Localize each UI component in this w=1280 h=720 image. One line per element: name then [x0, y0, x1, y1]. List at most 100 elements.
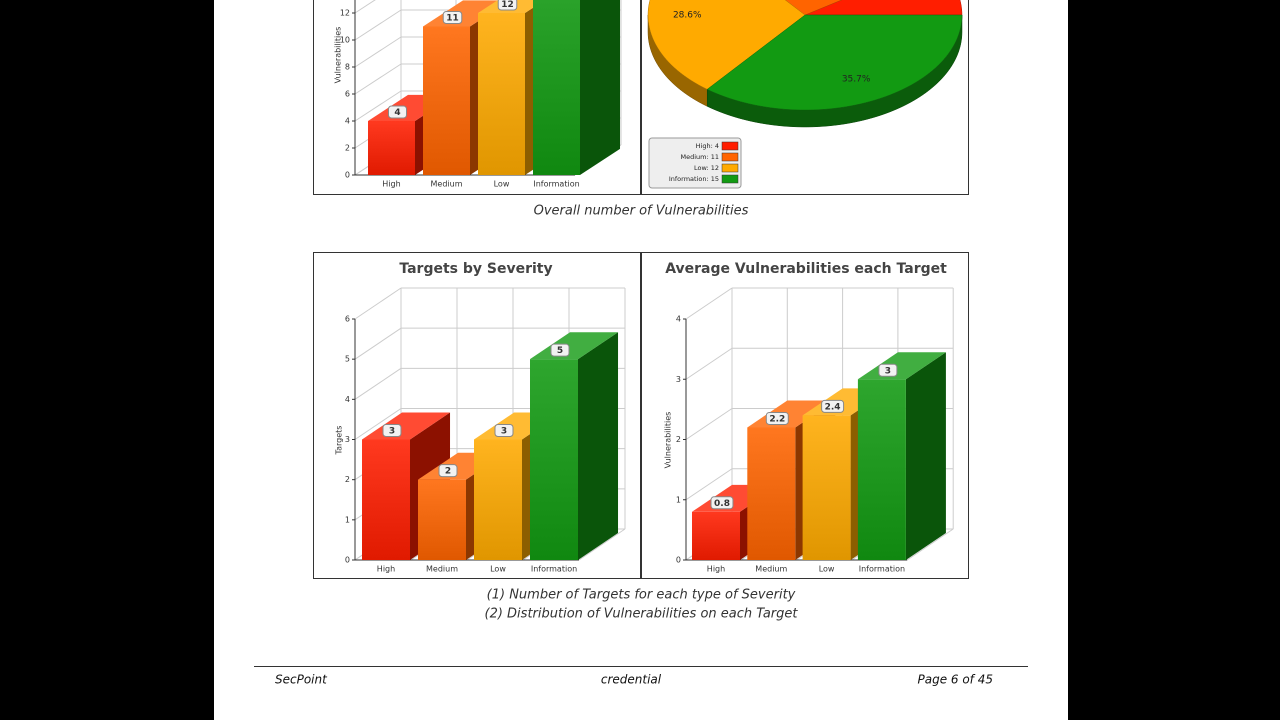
value-label-box [494, 424, 514, 437]
bar-side [578, 332, 619, 560]
bar-side [580, 0, 621, 175]
y-tick-label: 8 [345, 63, 350, 72]
bar [362, 439, 410, 560]
grid-line [354, 327, 402, 360]
x-tick-label: Medium [755, 565, 787, 574]
y-tick-label: 0 [676, 556, 681, 565]
y-tick-label: 0 [345, 171, 350, 180]
y-tick-label: 5 [345, 355, 350, 364]
y-tick-label: 1 [676, 495, 681, 504]
bar [530, 359, 578, 560]
grid-line [354, 367, 402, 400]
y-tick-label: 12 [340, 9, 350, 18]
chart-title: Average Vulnerabilities each Target [665, 261, 947, 277]
legend-box [648, 137, 742, 189]
bar-side [905, 352, 946, 560]
value-label: 5 [557, 346, 563, 356]
value-label-box [821, 399, 845, 413]
bar [802, 415, 851, 560]
y-tick-label: 2 [345, 144, 350, 153]
y-axis-label: Vulnerabilities [664, 412, 673, 469]
footer-center: credential [601, 673, 662, 687]
pie-slice [647, 0, 806, 90]
footer-right: Page 6 of 45 [917, 673, 993, 687]
value-label: 2.4 [825, 402, 841, 412]
legend-swatch [721, 163, 739, 173]
x-tick-label: High [377, 565, 395, 574]
caption: Overall number of Vulnerabilities [534, 204, 749, 219]
y-tick-label: 4 [676, 315, 681, 324]
legend-swatch [721, 152, 739, 162]
legend-swatch [721, 174, 739, 184]
grid-line [578, 528, 626, 561]
x-tick-label: Low [490, 565, 506, 574]
bar [747, 427, 796, 560]
legend-label: High: 4 [696, 142, 719, 150]
value-label: 12 [501, 0, 514, 10]
legend-label: Low: 12 [694, 164, 719, 172]
y-tick-label: 2 [676, 435, 681, 444]
bar [857, 379, 906, 560]
value-label: 0.8 [714, 499, 730, 509]
grid-line [354, 0, 376, 14]
value-label-box [550, 343, 570, 357]
bar [533, 0, 580, 175]
bar [692, 511, 740, 560]
legend-label: Medium: 11 [680, 153, 719, 161]
grid-line [354, 9, 402, 41]
y-axis-label: Vulnerabilities [334, 27, 343, 84]
pie-slice [804, 0, 963, 16]
chart-title: Targets by Severity [399, 261, 552, 277]
y-tick-label: 10 [340, 36, 350, 45]
y-tick-label: 6 [345, 315, 350, 324]
y-tick-label: 0 [345, 556, 350, 565]
x-tick-label: High [707, 565, 725, 574]
x-tick-label: Information [533, 180, 579, 189]
bar [418, 479, 466, 560]
value-label: 11 [446, 14, 459, 24]
value-label: 4 [394, 108, 400, 118]
value-label-box [878, 363, 898, 377]
value-label: 3 [501, 427, 507, 437]
pie-slice [784, 0, 843, 16]
value-label: 2 [445, 467, 451, 477]
grid-line [354, 408, 402, 440]
caption: (2) Distribution of Vulnerabilities on e… [485, 607, 799, 622]
value-label-box [388, 105, 407, 119]
grid-line [354, 287, 402, 320]
y-axis-label: Targets [335, 426, 344, 456]
grid-line [354, 63, 402, 95]
x-tick-label: Information [531, 565, 577, 574]
value-label-box [497, 0, 518, 11]
bar [368, 121, 415, 175]
grid-line [685, 287, 733, 320]
value-label: 3 [885, 366, 891, 376]
x-tick-label: Medium [431, 180, 463, 189]
grid-line [685, 347, 733, 380]
value-label-box [382, 424, 402, 437]
pie-slice [706, 14, 963, 111]
value-label: 35.7% [842, 75, 871, 85]
bar [423, 26, 470, 175]
value-label: 28.6% [673, 11, 702, 21]
y-tick-label: 3 [676, 375, 681, 384]
value-label: 2.2 [769, 414, 785, 424]
grid-line [354, 36, 402, 68]
y-tick-label: 6 [345, 90, 350, 99]
value-label: 3 [389, 427, 395, 437]
grid-line [906, 528, 954, 561]
x-tick-label: Information [859, 565, 905, 574]
grid-line [685, 408, 733, 440]
y-tick-label: 1 [345, 515, 350, 524]
grid-line [354, 90, 402, 122]
footer-left: SecPoint [275, 673, 328, 687]
y-tick-label: 3 [345, 435, 350, 444]
y-tick-label: 2 [345, 475, 350, 484]
bar [474, 439, 522, 560]
value-label-box [442, 11, 463, 24]
x-tick-label: Low [494, 180, 510, 189]
y-tick-label: 4 [345, 117, 350, 126]
x-tick-label: High [382, 180, 400, 189]
value-label-box [710, 496, 734, 510]
